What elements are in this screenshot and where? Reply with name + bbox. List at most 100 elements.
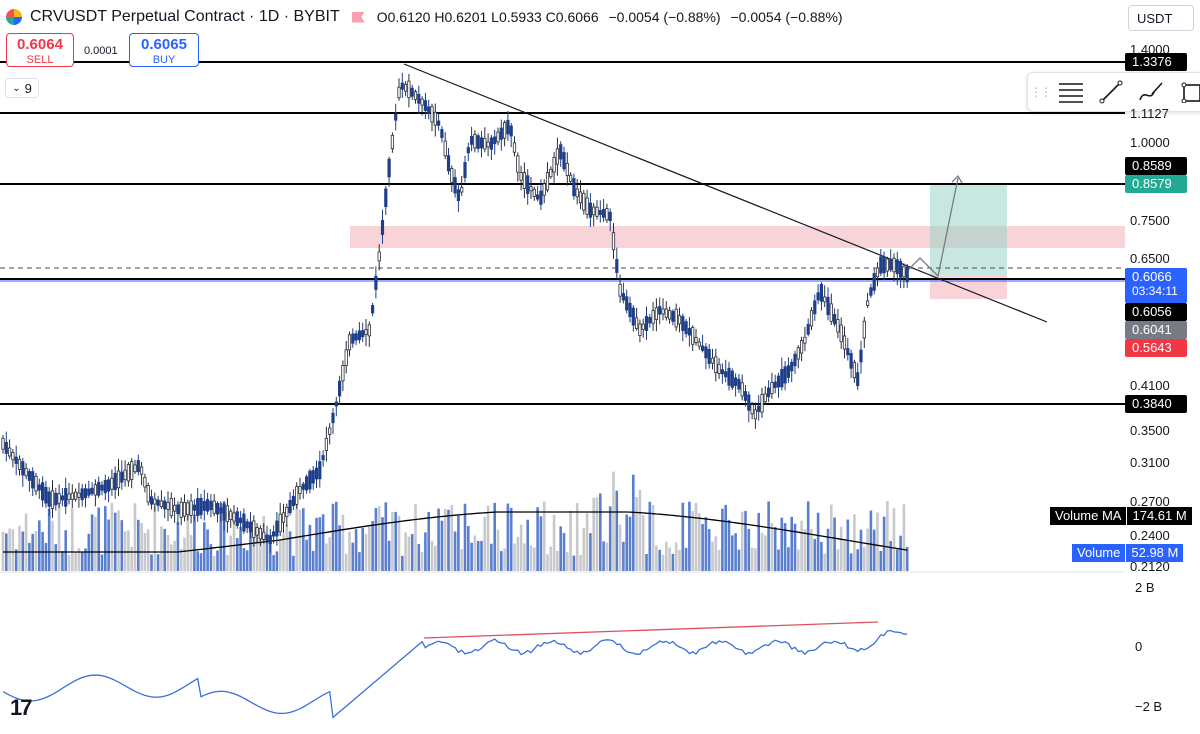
candle-body [410, 87, 414, 97]
candle-body [879, 256, 883, 274]
volume-bar [793, 523, 797, 571]
candle-body [582, 192, 586, 211]
candle-body [836, 319, 840, 333]
candle-body [625, 296, 629, 311]
candle-body [126, 464, 130, 482]
rectangle-icon[interactable] [1176, 76, 1200, 108]
tradingview-logo[interactable]: 17 [10, 695, 33, 720]
buy-button[interactable]: 0.6065 BUY [129, 33, 199, 67]
volume-bar [899, 535, 902, 571]
candle-body [763, 393, 767, 403]
price-tag-target[interactable]: 0.8579 [1125, 175, 1187, 193]
last-price-tag[interactable]: 0.6066 03:34:11 [1125, 268, 1187, 303]
candle-body [816, 292, 820, 301]
volume-bar [562, 532, 566, 571]
volume-bar [252, 530, 256, 571]
volume-bar [232, 518, 236, 571]
trend-line[interactable] [403, 63, 1048, 323]
price-tag-top[interactable]: 1.3376 [1125, 53, 1187, 71]
volume-bar [229, 535, 232, 571]
volume-bar [127, 530, 130, 571]
candle-body [776, 375, 781, 388]
candle-body [202, 501, 206, 511]
price-tag-0605[interactable]: 0.6056 [1125, 303, 1187, 321]
axis-tick: 0.3100 [1130, 455, 1170, 470]
candle-body [440, 129, 444, 138]
candle-body [549, 168, 553, 178]
volume-bar [787, 547, 790, 571]
target-zone[interactable] [930, 184, 1007, 275]
volume-bar [160, 526, 163, 571]
price-tag-avg[interactable]: 0.6041 [1125, 321, 1187, 339]
candle-body [318, 461, 322, 480]
volume-bar [397, 515, 401, 571]
resistance-zone[interactable] [350, 226, 1125, 248]
candle-body [351, 333, 355, 344]
candle-body [611, 232, 616, 251]
drag-handle-icon[interactable]: ⋮⋮ [1030, 85, 1052, 99]
divergence-line[interactable] [423, 621, 879, 639]
brush-icon[interactable] [1136, 76, 1166, 108]
price-tag-stop[interactable]: 0.5643 [1125, 339, 1187, 357]
candle-body [842, 335, 847, 350]
projection-path[interactable] [901, 177, 959, 278]
bar-countdown: 03:34:11 [1132, 284, 1178, 298]
volume-bar [80, 552, 84, 571]
volume-bar [889, 541, 892, 571]
candle-body [542, 183, 546, 196]
candle-body [281, 512, 286, 523]
candle-body [839, 324, 843, 343]
volume-bar [358, 552, 361, 571]
candle-body [852, 361, 857, 379]
candle-body [377, 251, 381, 262]
volume-bar [222, 501, 226, 571]
horizontal-lines-icon[interactable] [1056, 76, 1086, 108]
volume-bar [302, 508, 305, 571]
volume-bar [133, 503, 137, 571]
candle-body [311, 470, 315, 484]
volume-bar [566, 552, 569, 571]
volume-bar [549, 546, 553, 571]
volume-bar [156, 554, 160, 571]
indicators-toggle[interactable]: ⌄ 9 [5, 78, 39, 98]
price-tag-bottom[interactable]: 0.3840 [1125, 395, 1187, 413]
volume-bar [599, 493, 602, 571]
symbol-title[interactable]: CRVUSDT Perpetual Contract · 1D · BYBIT [30, 8, 340, 25]
volume-bar [97, 507, 100, 571]
volume-bar [490, 543, 493, 571]
volume-bar [668, 547, 671, 571]
volume-bar [321, 514, 325, 571]
candle-body [572, 178, 576, 197]
price-tag-0858[interactable]: 0.8589 [1125, 157, 1187, 175]
volume-bar [269, 538, 272, 571]
volume-bar [820, 542, 823, 571]
candle-body [793, 353, 797, 367]
trend-line-icon[interactable] [1096, 76, 1126, 108]
volume-bar [351, 542, 355, 571]
flag-icon[interactable] [351, 11, 365, 23]
candle-body [420, 98, 424, 106]
candle-body [575, 188, 579, 198]
candle-body [21, 461, 25, 476]
candle-body [83, 488, 88, 499]
candle-body [681, 316, 685, 331]
candle-body [268, 535, 272, 544]
volume-bar [236, 538, 239, 571]
candle-body [219, 507, 223, 514]
candle-body [697, 341, 701, 347]
volume-bar [344, 553, 348, 571]
candle-body [829, 303, 833, 322]
candle-body [87, 488, 91, 496]
volume-bar [414, 504, 417, 571]
currency-select[interactable]: USDT [1128, 5, 1194, 31]
candle-body [800, 340, 804, 354]
volume-bar [44, 542, 48, 571]
candle-body [143, 476, 147, 488]
candle-body [806, 323, 810, 335]
volume-bar [348, 531, 351, 571]
candle-body [54, 492, 58, 506]
candle-body [77, 492, 81, 498]
candle-body [364, 329, 368, 335]
sell-button[interactable]: 0.6064 SELL [6, 33, 74, 67]
